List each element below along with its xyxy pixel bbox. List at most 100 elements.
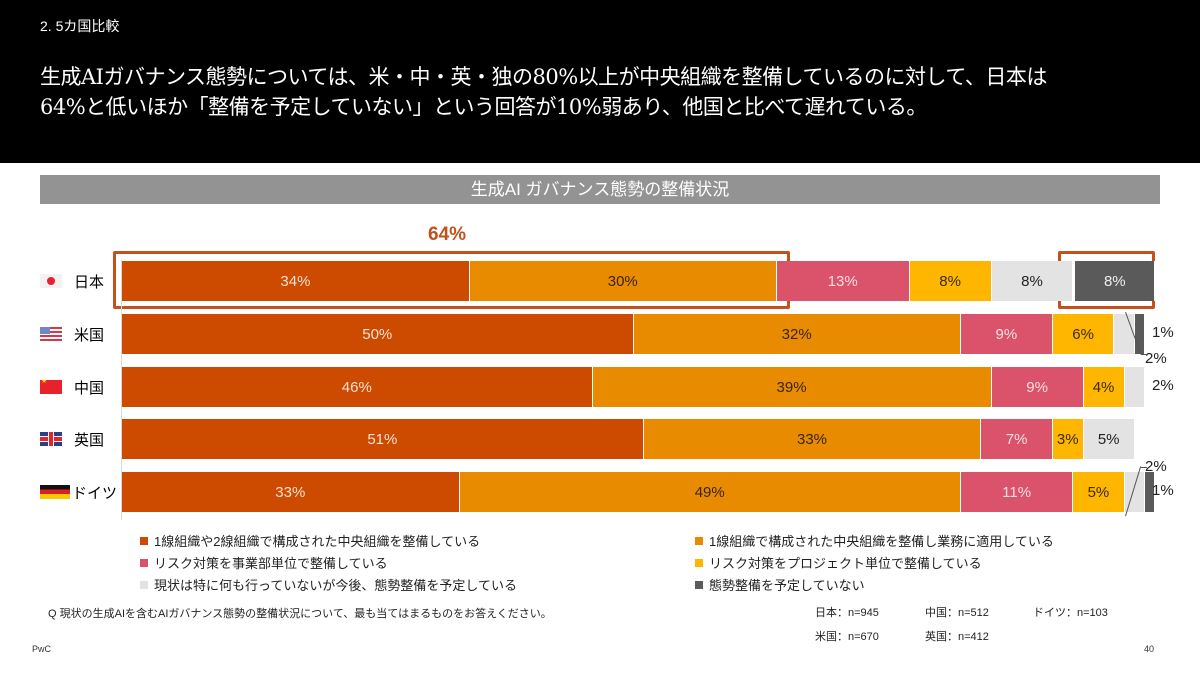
bar-value-label-germany-not-planned: 1%	[1152, 482, 1174, 499]
bar-value-label: 3%	[1056, 430, 1079, 448]
legend-item-2: 1線組織で構成された中央組織を整備し業務に適用している	[695, 531, 1054, 550]
bar-segment-not-planned	[1134, 314, 1145, 354]
legend-label: リスク対策を事業部単位で整備している	[154, 556, 388, 571]
bar-value-label: 6%	[1072, 325, 1094, 343]
bar-segment-central-multi-line: 50%	[122, 314, 634, 354]
chart-title: 生成AI ガバナンス態勢の整備状況	[40, 175, 1160, 204]
legend-label: 現状は特に何も行っていないが今後、態勢整備を予定している	[154, 578, 517, 593]
us-flag-icon	[40, 327, 62, 341]
bar-segment-business-unit: 7%	[981, 419, 1053, 459]
sample-size-japan: 日本：n=945	[815, 607, 879, 619]
leader-line-germany-tick	[1141, 467, 1147, 468]
bar-value-label: 9%	[995, 325, 1018, 343]
bar-value-label: 46%	[341, 378, 372, 396]
country-label-germany: ドイツ	[40, 482, 117, 502]
bar-value-label: 7%	[1005, 430, 1028, 448]
footer-brand: PwC	[32, 644, 52, 654]
country-name: 中国	[74, 379, 105, 397]
bar-value-label: 49%	[694, 483, 725, 501]
headline: 生成AIガバナンス態勢については、米・中・英・独の80%以上が中央組織を整備して…	[40, 62, 1180, 122]
country-label-japan: 日本	[40, 271, 104, 291]
bar-value-label: 5%	[1097, 430, 1120, 448]
legend-label: 態勢整備を予定していない	[709, 578, 865, 593]
headline-line-1: 生成AIガバナンス態勢については、米・中・英・独の80%以上が中央組織を整備して…	[40, 65, 1047, 89]
legend-label: リスク対策をプロジェクト単位で整備している	[709, 556, 982, 571]
country-label-uk: 英国	[40, 429, 104, 449]
bar-value-label: 9%	[1026, 378, 1048, 396]
bar-value-label: 30%	[607, 272, 638, 290]
bar-value-label-us-not-planned: 1%	[1152, 324, 1174, 341]
bar-segment-central-first-line: 30%	[469, 261, 777, 301]
bar-segment-project-unit: 5%	[1073, 472, 1125, 512]
legend-swatch	[695, 558, 703, 567]
bar-segment-planned	[1114, 314, 1135, 354]
bar-segment-central-multi-line: 51%	[122, 419, 644, 459]
bar-segment-central-multi-line: 34%	[122, 261, 470, 301]
bar-segment-central-first-line: 39%	[592, 367, 992, 407]
bar-segment-planned: 5%	[1083, 419, 1135, 459]
headline-line-2: 64%と低いほか「整備を予定していない」という回答が10%弱あり、他国と比べて遅…	[40, 95, 927, 119]
bar-value-label-germany-planned: 2%	[1145, 458, 1167, 475]
bar-value-label: 11%	[1002, 483, 1032, 501]
bar-value-label: 33%	[796, 430, 828, 448]
bar-segment-central-multi-line: 46%	[122, 367, 593, 407]
bar-value-label: 4%	[1092, 378, 1115, 396]
category-axis	[121, 260, 122, 520]
country-name: 米国	[74, 326, 105, 344]
china-flag-icon	[40, 380, 62, 394]
bar-segment-business-unit: 13%	[776, 261, 910, 301]
leader-line-us-tick	[1141, 354, 1147, 355]
legend-swatch	[140, 580, 148, 589]
callout-japan-central-total: 64%	[428, 224, 467, 245]
legend-swatch	[695, 536, 703, 545]
country-name: 日本	[74, 273, 105, 291]
uk-flag-icon	[40, 432, 62, 446]
bar-value-label-us-planned: 2%	[1145, 350, 1167, 367]
bar-value-label: 8%	[1103, 272, 1126, 290]
bar-segment-planned: 8%	[991, 261, 1074, 301]
legend-item-4: リスク対策をプロジェクト単位で整備している	[695, 553, 982, 572]
sample-size-us: 米国：n=670	[815, 631, 879, 643]
bar-segment-business-unit: 11%	[960, 472, 1074, 512]
legend-swatch	[140, 558, 148, 567]
bar-value-label: 33%	[275, 483, 306, 501]
bar-segment-planned	[1124, 367, 1145, 407]
bar-value-label-china-planned: 2%	[1152, 377, 1174, 394]
bar-segment-business-unit: 9%	[991, 367, 1084, 407]
bar-value-label: 8%	[1021, 272, 1043, 290]
bar-segment-not-planned: 8%	[1075, 261, 1156, 301]
bar-value-label: 50%	[362, 325, 393, 343]
legend-item-3: リスク対策を事業部単位で整備している	[140, 553, 388, 572]
bar-segment-project-unit: 6%	[1052, 314, 1115, 354]
country-label-us: 米国	[40, 324, 104, 344]
legend-label: 1線組織や2線組織で構成された中央組織を整備している	[154, 534, 481, 549]
slide-header: 2. 5カ国比較 生成AIガバナンス態勢については、米・中・英・独の80%以上が…	[0, 0, 1200, 163]
bar-segment-central-first-line: 49%	[459, 472, 961, 512]
bar-value-label: 13%	[827, 272, 858, 290]
bar-value-label: 34%	[280, 272, 311, 290]
bar-segment-not-planned	[1145, 472, 1156, 512]
country-name: ドイツ	[72, 484, 118, 502]
bar-value-label: 8%	[939, 272, 961, 290]
sample-size-china: 中国：n=512	[925, 607, 989, 619]
bar-segment-project-unit: 4%	[1083, 367, 1125, 407]
germany-flag-icon	[40, 485, 70, 499]
sample-size-uk: 英国：n=412	[925, 631, 989, 643]
bar-value-label: 39%	[776, 378, 807, 396]
legend-item-1: 1線組織や2線組織で構成された中央組織を整備している	[140, 531, 480, 550]
sample-size-germany: ドイツ：n=103	[1033, 607, 1108, 619]
legend-swatch	[140, 536, 148, 545]
bar-segment-project-unit: 8%	[909, 261, 992, 301]
bar-segment-business-unit: 9%	[960, 314, 1053, 354]
bar-segment-project-unit: 3%	[1052, 419, 1084, 459]
legend-label: 1線組織で構成された中央組織を整備し業務に適用している	[709, 534, 1054, 549]
bar-value-label: 51%	[367, 430, 398, 448]
legend-item-6: 態勢整備を予定していない	[695, 575, 865, 594]
bar-value-label: 5%	[1087, 483, 1110, 501]
country-name: 英国	[74, 431, 105, 449]
section-label: 2. 5カ国比較	[40, 18, 120, 34]
bar-segment-central-first-line: 32%	[633, 314, 961, 354]
bar-segment-central-multi-line: 33%	[122, 472, 460, 512]
legend-swatch	[695, 580, 703, 589]
